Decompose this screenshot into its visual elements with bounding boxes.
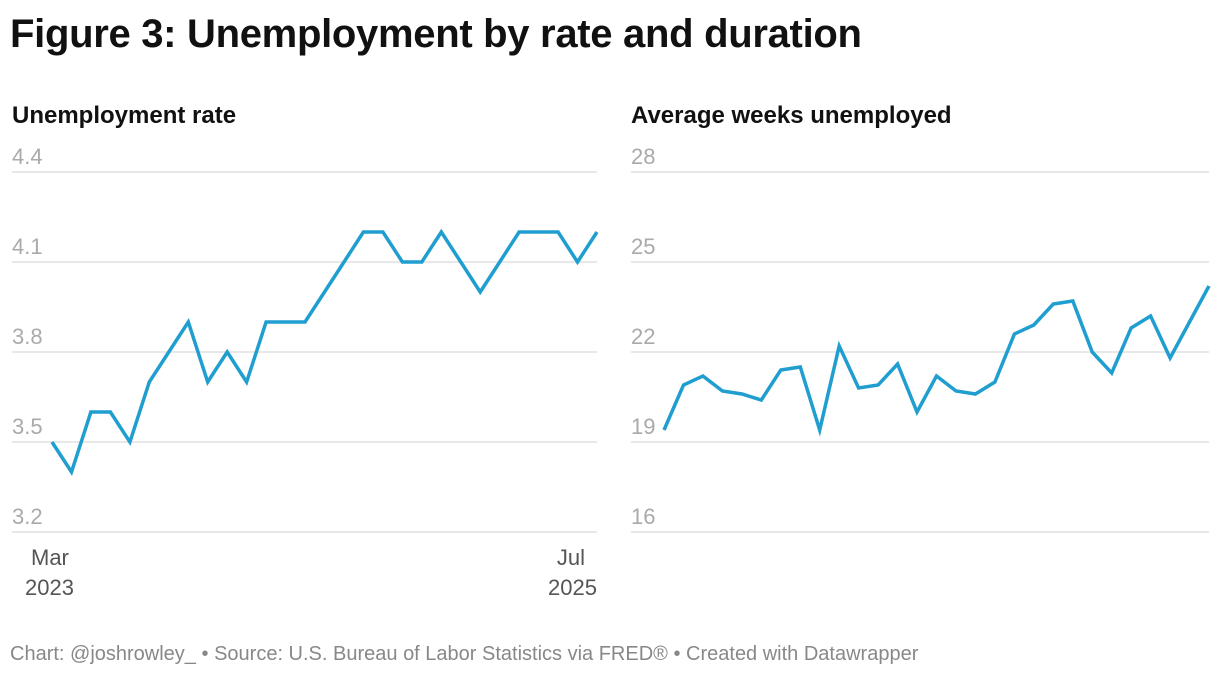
footer-separator: •	[201, 643, 209, 665]
footer-chart-credit: Chart: @joshrowley_	[10, 643, 196, 665]
figure-title: Figure 3: Unemployment by rate and durat…	[10, 12, 862, 56]
charts-canvas: Unemployment rate 4.4 4.1 3.8 3.5 3.2 Mar 2023 J…	[12, 102, 1211, 600]
panel-title: Unemployment rate	[12, 102, 236, 129]
y-tick-label: 4.4	[12, 144, 43, 169]
y-tick-label: 3.8	[12, 324, 43, 349]
y-tick-label: 25	[631, 234, 655, 259]
series-line	[50, 228, 599, 477]
x-tick-month: Jul	[557, 545, 585, 570]
x-tick-year: 2025	[548, 575, 597, 600]
y-tick-label: 4.1	[12, 234, 43, 259]
y-tick-label: 3.2	[12, 504, 43, 529]
y-tick-label: 28	[631, 144, 655, 169]
x-tick-month: Mar	[31, 545, 69, 570]
y-tick-label: 22	[631, 324, 655, 349]
footer-source: Source: U.S. Bureau of Labor Statistics …	[214, 643, 668, 665]
y-tick-label: 16	[631, 504, 655, 529]
average-weeks-unemployed-chart: Average weeks unemployed 28 25 22 19 16	[631, 102, 1211, 533]
x-tick-year: 2023	[25, 575, 74, 600]
panel-title: Average weeks unemployed	[631, 102, 952, 129]
series-line	[662, 285, 1211, 437]
footer-credits: Chart: @joshrowley_ • Source: U.S. Burea…	[10, 643, 918, 666]
unemployment-rate-chart: Unemployment rate 4.4 4.1 3.8 3.5 3.2 Mar 2023 J…	[12, 102, 599, 600]
footer-created-with: Created with Datawrapper	[686, 643, 919, 665]
footer-separator: •	[673, 643, 681, 665]
y-tick-label: 19	[631, 414, 655, 439]
y-tick-label: 3.5	[12, 414, 43, 439]
